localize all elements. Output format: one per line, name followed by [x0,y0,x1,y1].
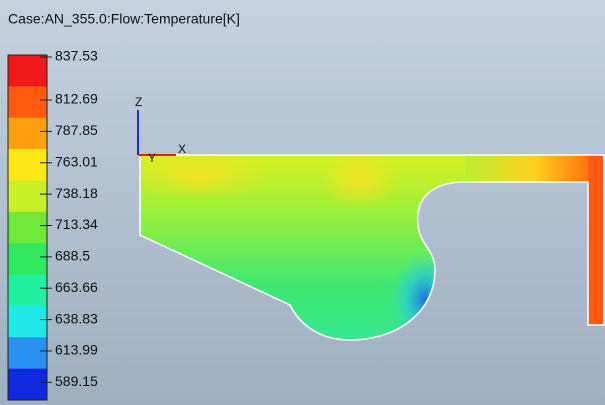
domain-body [140,155,588,340]
warm-zone [140,155,270,200]
x-label: X [178,142,186,156]
colorbar-band [8,117,47,150]
colorbar-band [8,337,47,370]
colorbar-label: 812.69 [55,91,98,107]
domain-outline [139,154,605,341]
outlet-leg [588,155,604,325]
colorbar-band [8,305,47,338]
colorbar-band [8,211,47,244]
colorbar-band [8,149,47,181]
colorbar-band [8,55,47,87]
colorbar-label: 688.5 [55,248,90,264]
y-label: Y [148,151,156,165]
colorbar-label: 663.66 [55,279,98,295]
axis-triad: Z X Y [135,95,186,165]
colorbar: 837.53 812.69 787.85 763.01 738.18 713.34 688.… [7,48,98,401]
colorbar-band [8,274,47,307]
colorbar-band [8,243,47,276]
colorbar-label: 613.99 [55,342,98,358]
colorbar-label: 763.01 [55,153,98,169]
colorbar-band [8,368,47,401]
colorbar-label: 787.85 [55,122,98,138]
colorbar-label: 837.53 [55,48,98,64]
colorbar-band [8,86,47,119]
warm-zone [320,155,400,210]
z-label: Z [135,95,142,109]
colorbar-label: 638.83 [55,310,98,326]
colorbar-band [8,180,47,213]
title: Case:AN_355.0:Flow:Temperature[K] [8,11,240,27]
colorbar-label: 738.18 [55,185,98,201]
colorbar-label: 589.15 [55,373,98,389]
colorbar-frame [7,54,48,401]
colorbar-label: 713.34 [55,216,98,232]
